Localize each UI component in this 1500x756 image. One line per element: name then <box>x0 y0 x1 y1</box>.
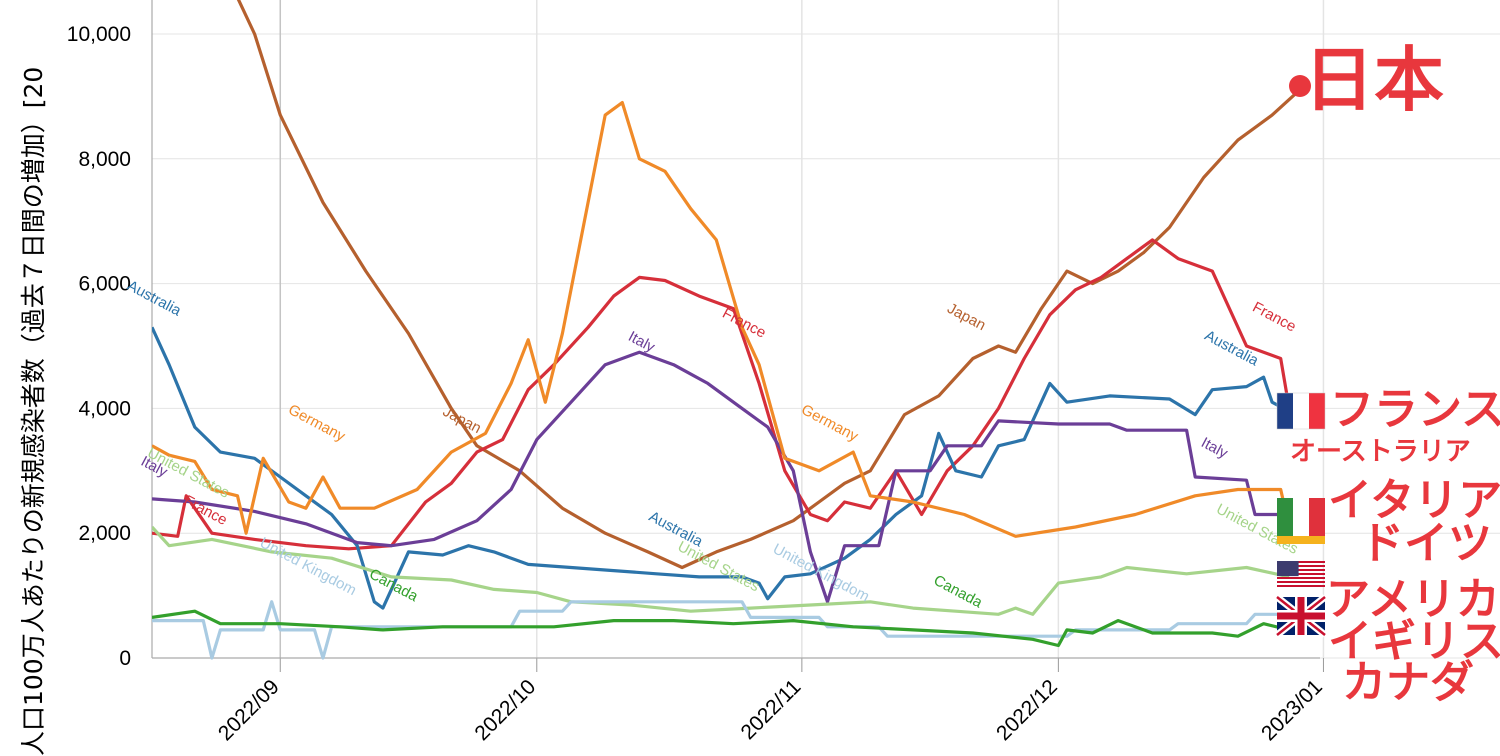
flag-stripe <box>1277 498 1293 544</box>
flag-stripe <box>1277 393 1293 429</box>
series-line-australia <box>152 326 1290 610</box>
gridlines <box>152 0 1500 659</box>
flag-stripe <box>1277 577 1325 579</box>
series-label-united_states: United States <box>675 538 763 595</box>
series-label-united_kingdom: United Kingdom <box>257 534 359 599</box>
legend-label-united_states: アメリカ <box>1326 574 1500 625</box>
series-label-japan: Japan <box>944 300 988 334</box>
y-tick-label: 10,000 <box>67 23 131 46</box>
flag-cross <box>1277 612 1325 620</box>
flag-stripe <box>1277 581 1325 583</box>
series-line-united_states <box>152 525 1290 616</box>
flag-stripe <box>1277 565 1325 567</box>
x-tick-label: 2022/09 <box>214 675 284 745</box>
y-tick-label: 4,000 <box>78 397 131 420</box>
legend-label-japan: 日本 <box>1304 39 1444 121</box>
flag-stripe <box>1277 573 1325 575</box>
flag-stripe <box>1277 585 1325 587</box>
x-tick-label: 2022/12 <box>992 675 1062 745</box>
y-tick-label: 0 <box>119 647 131 670</box>
series-label-italy: Italy <box>1198 434 1231 462</box>
series-label-france: France <box>1250 299 1299 336</box>
uk-flag <box>1274 594 1328 638</box>
legend-label-italy: イタリア <box>1328 475 1500 526</box>
flag-stripe <box>1309 393 1325 429</box>
series-line-italy <box>152 350 1290 604</box>
series-label-germany: Germany <box>798 401 861 445</box>
japan-flag <box>1289 75 1311 97</box>
flag-stripe <box>1277 536 1325 544</box>
series-line-canada <box>152 609 1290 648</box>
flag-stripe <box>1309 498 1325 544</box>
x-tick-label: 2023/01 <box>1257 675 1327 745</box>
legend-label-canada: カナダ <box>1342 657 1474 708</box>
legend-label-germany: ドイツ <box>1360 518 1492 569</box>
flag-border <box>1276 392 1326 430</box>
series-label-germany: Germany <box>285 401 348 445</box>
legend-label-australia: オーストラリア <box>1290 437 1471 467</box>
japan-flag-dot <box>1289 75 1311 97</box>
y-tick-label: 6,000 <box>78 273 131 296</box>
italy-flag <box>1277 498 1325 544</box>
series-line-united_kingdom <box>152 600 1290 660</box>
series-label-canada: Canada <box>931 572 986 612</box>
usa-flag <box>1277 561 1325 587</box>
series-line-japan <box>236 0 1308 570</box>
x-tick-label: 2022/10 <box>470 675 540 745</box>
legend-label-united_kingdom: イギリス <box>1328 616 1500 667</box>
flag-canton <box>1277 561 1299 577</box>
y-axis-label: 人口100万人あたりの新規感染者数（過去７日間の増加）[20 <box>19 67 48 756</box>
flag-stripe <box>1277 569 1325 571</box>
series-label-australia: Australia <box>646 508 706 551</box>
flag-stripe <box>1293 393 1309 429</box>
legend-label-france: フランス <box>1330 384 1500 435</box>
series-lines <box>152 0 1308 660</box>
france-flag <box>1276 392 1326 430</box>
series-line-germany <box>152 101 1291 538</box>
y-tick-label: 8,000 <box>78 148 131 171</box>
x-tick-label: 2022/11 <box>737 675 806 744</box>
y-tick-label: 2,000 <box>78 522 131 545</box>
flag-stripe <box>1277 561 1325 563</box>
flag-stripe <box>1293 498 1309 544</box>
